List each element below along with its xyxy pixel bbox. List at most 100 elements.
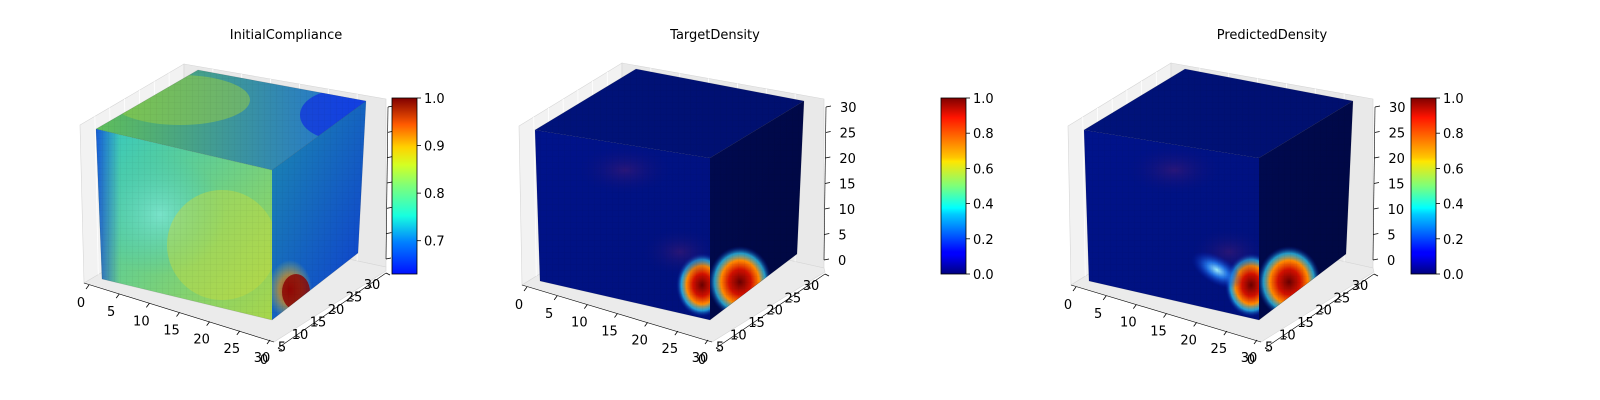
z-tick — [825, 157, 830, 158]
z-tick-label: 15 — [1388, 178, 1405, 193]
x-tick-label: 10 — [133, 314, 150, 329]
colorbar-gradient — [1411, 98, 1436, 274]
x-tick — [116, 294, 119, 298]
y-tick-label: 30 — [364, 278, 381, 293]
y-tick-label: 25 — [346, 291, 363, 306]
z-tick-label: 5 — [1387, 229, 1395, 244]
colorbar: 0.0 0.2 0.4 0.6 0.8 1.0 — [1411, 92, 1464, 283]
chart-title: PredictedDensity — [1217, 28, 1328, 43]
colorbar-tick-label: 1.0 — [424, 92, 445, 107]
z-tick-label: 25 — [840, 127, 857, 142]
x-tick — [645, 322, 648, 326]
x-tick-label: 5 — [107, 305, 115, 320]
x-tick — [1133, 305, 1136, 309]
colorbar: 0.7 0.8 0.9 1.0 — [392, 92, 445, 274]
z-tick — [1374, 208, 1379, 209]
z-tick — [826, 106, 831, 107]
y-tick-label: 0 — [260, 353, 268, 368]
z-tick-label: 0 — [838, 254, 846, 269]
colorbar-tick-label: 0.2 — [973, 233, 994, 248]
z-tick — [824, 259, 829, 260]
x-tick-label: 20 — [193, 333, 210, 348]
colorbar-tick-label: 0.4 — [973, 198, 994, 213]
x-tick-label: 25 — [662, 342, 679, 357]
y-tick-label: 10 — [1279, 328, 1296, 343]
x-tick — [86, 285, 89, 289]
x-tick-label: 15 — [1150, 325, 1167, 340]
y-tick-label: 15 — [748, 316, 765, 331]
x-tick — [615, 314, 618, 318]
colorbar-tick-label: 0.8 — [1443, 127, 1464, 142]
z-tick — [387, 182, 392, 183]
x-tick — [1103, 296, 1106, 300]
z-tick — [1375, 106, 1380, 107]
x-tick-label: 20 — [1180, 333, 1197, 348]
z-tick-label: 15 — [839, 178, 856, 193]
z-tick — [387, 207, 392, 208]
x-tick — [146, 303, 149, 307]
colorbar-tick-label: 0.8 — [424, 187, 445, 202]
z-tick-label: 25 — [1389, 127, 1406, 142]
z-tick — [1373, 259, 1378, 260]
y-tick-label: 30 — [803, 279, 820, 294]
y-tick-label: 20 — [328, 303, 345, 318]
colorbar-tick-label: 0.7 — [424, 235, 445, 250]
colorbar-tick-label: 0.4 — [1443, 198, 1464, 213]
z-tick — [1374, 157, 1379, 158]
x-tick-label: 15 — [601, 325, 618, 340]
z-tick — [387, 157, 392, 158]
y-tick — [1374, 274, 1378, 276]
x-tick-label: 5 — [1094, 307, 1102, 322]
colorbar-gradient — [392, 98, 417, 274]
z-tick-label: 0 — [1387, 254, 1395, 269]
y-tick-label: 5 — [278, 341, 286, 356]
x-tick-label: 25 — [224, 342, 241, 357]
x-tick-label: 10 — [571, 316, 588, 331]
z-tick-label: 30 — [1389, 101, 1406, 116]
z-tick-label: 10 — [839, 203, 856, 218]
x-tick — [177, 313, 180, 317]
colorbar: 0.0 0.2 0.4 0.6 0.8 1.0 — [941, 92, 994, 283]
x-tick-label: 15 — [163, 324, 180, 339]
colorbar-tick-label: 0.8 — [973, 127, 994, 142]
colorbar-tick-label: 0.0 — [1443, 268, 1464, 283]
colorbar-tick-label: 0.9 — [424, 140, 445, 155]
x-tick-label: 0 — [1064, 298, 1072, 313]
x-tick-label: 25 — [1211, 342, 1228, 357]
x-tick-label: 0 — [515, 298, 523, 313]
z-tick — [826, 132, 831, 133]
colorbar-tick-label: 0.6 — [1443, 162, 1464, 177]
y-tick-label: 20 — [766, 304, 783, 319]
y-tick-label: 15 — [1297, 316, 1314, 331]
colorbar-tick-label: 0.6 — [973, 162, 994, 177]
x-tick-label: 10 — [1120, 316, 1137, 331]
y-tick — [386, 273, 390, 275]
z-tick — [825, 183, 830, 184]
z-tick — [824, 234, 829, 235]
x-tick-label: 0 — [77, 296, 85, 311]
z-tick — [1373, 234, 1378, 235]
x-tick — [1073, 287, 1076, 291]
y-tick-label: 30 — [1352, 279, 1369, 294]
x-tick — [1164, 314, 1167, 318]
z-tick — [386, 258, 391, 259]
x-tick — [554, 296, 557, 300]
chart-title: InitialCompliance — [230, 28, 343, 43]
x-tick — [207, 322, 210, 326]
z-tick-label: 10 — [1388, 203, 1405, 218]
colorbar-tick-label: 1.0 — [973, 92, 994, 107]
y-tick-label: 25 — [1334, 291, 1351, 306]
z-tick — [1374, 183, 1379, 184]
colorbar-gradient — [941, 98, 966, 274]
z-tick-label: 20 — [839, 152, 856, 167]
z-tick-label: 30 — [840, 101, 857, 116]
x-tick — [584, 305, 587, 309]
colorbar-tick-label: 1.0 — [1443, 92, 1464, 107]
y-tick-label: 0 — [698, 353, 706, 368]
y-tick-label: 25 — [785, 291, 802, 306]
z-tick — [1375, 132, 1380, 133]
y-tick-label: 0 — [1247, 353, 1255, 368]
colorbar-tick-label: 0.0 — [973, 268, 994, 283]
colorbar-tick-label: 0.2 — [1443, 233, 1464, 248]
